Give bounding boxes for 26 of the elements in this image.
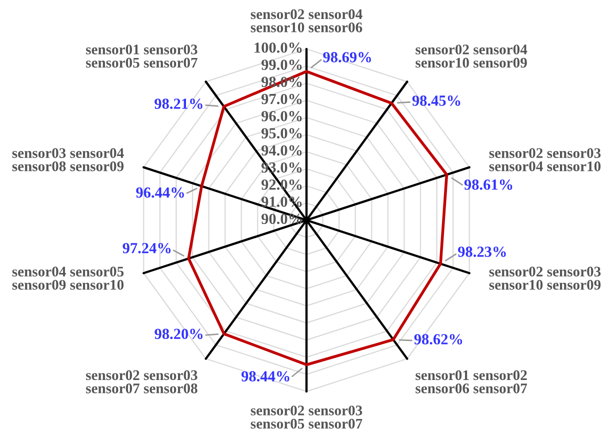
y-tick-label: 99.0% [261, 60, 302, 70]
y-tick-label: 95.0% [261, 128, 302, 138]
spoke-label: sensor03 sensor04 sensor08 sensor09 [12, 148, 124, 172]
data-label: 98.61% [464, 179, 512, 190]
data-label: 98.44% [241, 371, 290, 382]
data-label: 98.21% [154, 98, 202, 109]
data-label: 98.23% [458, 246, 506, 257]
data-label: 98.45% [412, 96, 460, 106]
spoke-label: sensor01 sensor03 sensor05 sensor07 [86, 44, 198, 68]
data-label: 98.20% [154, 328, 202, 340]
y-tick-label: 100.0% [254, 42, 302, 53]
y-tick-label: 97.0% [261, 94, 302, 104]
spoke-label: sensor02 sensor03 sensor07 sensor08 [86, 370, 198, 394]
y-tick-label: 96.0% [261, 110, 302, 122]
spoke-label: sensor02 sensor03 sensor04 sensor10 [489, 148, 601, 172]
spoke-label: sensor02 sensor03 sensor10 sensor09 [489, 266, 601, 290]
spoke-label: sensor04 sensor05 sensor09 sensor10 [12, 266, 124, 290]
spoke-label: sensor02 sensor04 sensor10 sensor06 [250, 9, 362, 32]
data-label: 98.62% [414, 334, 462, 344]
y-tick-label: 94.0% [261, 145, 302, 156]
data-label: 98.69% [323, 52, 371, 62]
spoke-label: sensor02 sensor04 sensor10 sensor09 [416, 44, 528, 68]
spoke-label: sensor02 sensor03 sensor05 sensor07 [250, 406, 362, 429]
spoke-label: sensor01 sensor02 sensor06 sensor07 [416, 370, 528, 394]
data-label: 97.24% [122, 242, 171, 254]
data-label: 96.44% [136, 187, 184, 198]
